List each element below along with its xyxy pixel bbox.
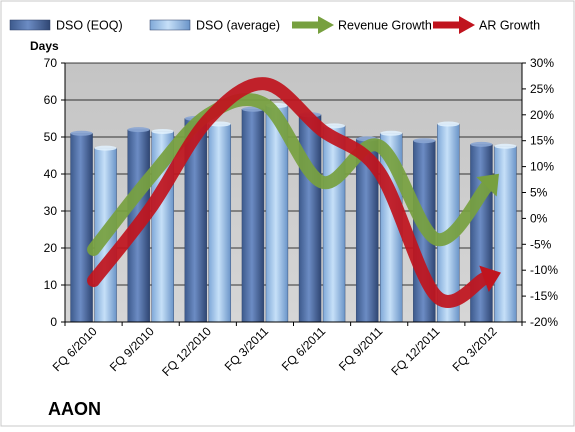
bar-dso-average [494, 146, 517, 323]
y-right-tick-label: -5% [530, 237, 552, 251]
legend-label: AR Growth [479, 19, 540, 33]
y-right-tick-label: 0% [530, 211, 548, 225]
bar-top [151, 128, 174, 134]
legend-swatch-dso-eoq [9, 19, 51, 31]
y-axis-label: Days [30, 39, 59, 53]
bar-top [380, 130, 403, 136]
y-left-tick-label: 60 [44, 93, 58, 107]
y-right-tick-label: 25% [530, 82, 554, 96]
bar-dso-average [322, 125, 346, 323]
y-left-tick-label: 70 [44, 56, 58, 70]
y-right-tick-label: 20% [530, 108, 554, 122]
line-ar-growth [87, 77, 491, 308]
bar-dso-eoq [70, 133, 93, 323]
legend-arrow-ar-growth [459, 16, 475, 34]
bar-top [494, 143, 517, 149]
legend-arrow-revenue-growth [318, 16, 334, 34]
legend-swatch-dso-average [149, 19, 191, 31]
bar-top [94, 145, 117, 151]
y-left-tick-label: 50 [44, 130, 58, 144]
bar-top [437, 121, 460, 127]
bar-dso-eoq [298, 114, 322, 323]
y-right-tick-label: -15% [530, 289, 558, 303]
y-left-tick-label: 20 [44, 241, 58, 255]
y-left-tick-label: 40 [44, 167, 58, 181]
y-left-tick-label: 0 [50, 315, 57, 329]
arrowhead-ar-growth [479, 265, 501, 292]
bar-top [413, 138, 436, 144]
y-right-tick-label: -20% [530, 315, 558, 329]
y-right-tick-label: 15% [530, 134, 554, 148]
bar-top [470, 141, 493, 147]
bar-top [127, 127, 150, 133]
y-right-tick-label: 10% [530, 160, 554, 174]
y-right-tick-label: 30% [530, 56, 554, 70]
chart-title: AAON [48, 399, 101, 419]
y-left-tick-label: 30 [44, 204, 58, 218]
arrowhead-revenue-growth [476, 173, 499, 197]
y-right-tick-label: -10% [530, 263, 558, 277]
y-left-tick-label: 10 [44, 278, 58, 292]
line-revenue-growth [87, 92, 494, 256]
legend-label: DSO (average) [196, 19, 280, 33]
legend-label: Revenue Growth [338, 19, 432, 33]
bar-top [208, 121, 231, 127]
bar-dso-average [208, 123, 232, 323]
y-right-tick-label: 5% [530, 186, 548, 200]
legend-label: DSO (EOQ) [56, 19, 123, 33]
bar-top [70, 130, 93, 136]
legend: DSO (EOQ) DSO (average) Revenue Growth AR G… [9, 16, 540, 34]
bar-dso-eoq [241, 109, 265, 323]
